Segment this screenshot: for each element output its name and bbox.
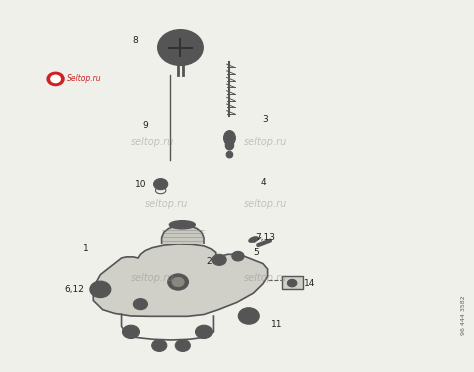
Circle shape	[179, 343, 187, 349]
Text: seltop.ru: seltop.ru	[145, 199, 188, 209]
Text: 9: 9	[142, 121, 148, 129]
Ellipse shape	[249, 237, 258, 242]
Circle shape	[212, 254, 226, 265]
Circle shape	[51, 75, 60, 83]
Polygon shape	[282, 276, 303, 289]
Circle shape	[216, 257, 222, 262]
Ellipse shape	[225, 141, 234, 150]
Text: 8: 8	[133, 36, 138, 45]
Polygon shape	[162, 225, 204, 244]
Circle shape	[98, 287, 103, 292]
Text: 96 444 3582: 96 444 3582	[461, 295, 465, 335]
Polygon shape	[93, 244, 268, 316]
Circle shape	[287, 279, 297, 287]
Text: 11: 11	[271, 320, 283, 329]
Text: 1: 1	[83, 244, 89, 253]
Text: 6,12: 6,12	[64, 285, 84, 294]
Circle shape	[163, 33, 198, 62]
Circle shape	[95, 285, 106, 294]
Circle shape	[232, 251, 244, 261]
Circle shape	[200, 328, 208, 335]
Text: 4: 4	[260, 178, 266, 187]
Text: seltop.ru: seltop.ru	[244, 199, 287, 209]
Circle shape	[127, 328, 135, 335]
Circle shape	[154, 179, 168, 190]
Text: 7,13: 7,13	[255, 233, 275, 242]
Text: 10: 10	[135, 180, 146, 189]
Circle shape	[90, 281, 111, 298]
Circle shape	[47, 72, 64, 86]
Circle shape	[158, 30, 203, 65]
Text: 3: 3	[263, 115, 268, 124]
Circle shape	[243, 311, 255, 320]
Text: seltop.ru: seltop.ru	[130, 273, 174, 283]
Ellipse shape	[226, 151, 233, 158]
Circle shape	[133, 299, 147, 310]
Circle shape	[196, 325, 212, 339]
Circle shape	[152, 340, 167, 352]
Circle shape	[122, 325, 139, 339]
Circle shape	[238, 308, 259, 324]
Text: 2: 2	[206, 257, 211, 266]
Circle shape	[155, 343, 163, 349]
Circle shape	[175, 340, 191, 352]
Text: seltop.ru: seltop.ru	[244, 137, 287, 147]
Text: seltop.ru: seltop.ru	[244, 273, 287, 283]
Text: 5: 5	[253, 248, 259, 257]
Text: 14: 14	[304, 279, 316, 288]
Ellipse shape	[224, 131, 236, 145]
Text: seltop.ru: seltop.ru	[130, 137, 174, 147]
Circle shape	[168, 274, 189, 290]
Text: Seltop.ru: Seltop.ru	[67, 74, 102, 83]
Ellipse shape	[169, 221, 195, 229]
Circle shape	[235, 254, 241, 259]
Circle shape	[172, 277, 184, 287]
